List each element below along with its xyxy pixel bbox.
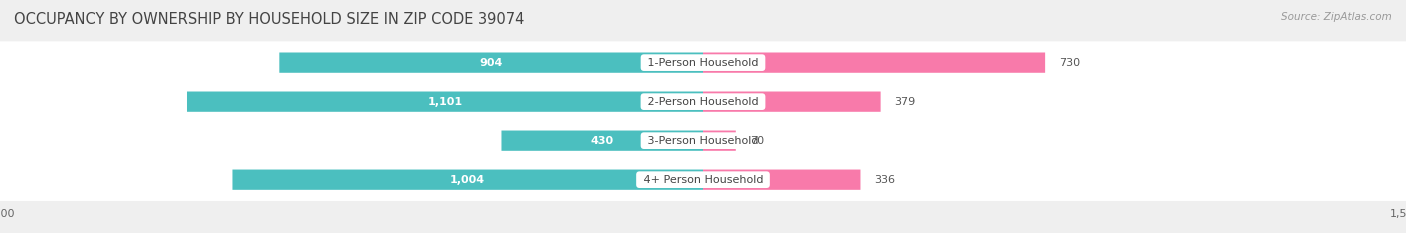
Text: 430: 430 — [591, 136, 614, 146]
FancyBboxPatch shape — [703, 92, 880, 112]
Text: 904: 904 — [479, 58, 503, 68]
Text: 1-Person Household: 1-Person Household — [644, 58, 762, 68]
FancyBboxPatch shape — [187, 92, 703, 112]
FancyBboxPatch shape — [0, 41, 1406, 84]
FancyBboxPatch shape — [0, 119, 1406, 162]
Text: 70: 70 — [749, 136, 763, 146]
FancyBboxPatch shape — [703, 52, 1045, 73]
Text: 379: 379 — [894, 97, 915, 107]
FancyBboxPatch shape — [703, 130, 735, 151]
FancyBboxPatch shape — [703, 170, 860, 190]
FancyBboxPatch shape — [0, 158, 1406, 201]
FancyBboxPatch shape — [0, 80, 1406, 123]
Text: 730: 730 — [1059, 58, 1080, 68]
FancyBboxPatch shape — [232, 170, 703, 190]
Text: OCCUPANCY BY OWNERSHIP BY HOUSEHOLD SIZE IN ZIP CODE 39074: OCCUPANCY BY OWNERSHIP BY HOUSEHOLD SIZE… — [14, 12, 524, 27]
Text: 2-Person Household: 2-Person Household — [644, 97, 762, 107]
Text: 336: 336 — [875, 175, 896, 185]
FancyBboxPatch shape — [280, 52, 703, 73]
Text: 3-Person Household: 3-Person Household — [644, 136, 762, 146]
FancyBboxPatch shape — [502, 130, 703, 151]
Text: Source: ZipAtlas.com: Source: ZipAtlas.com — [1281, 12, 1392, 22]
Text: 4+ Person Household: 4+ Person Household — [640, 175, 766, 185]
Text: 1,004: 1,004 — [450, 175, 485, 185]
Text: 1,101: 1,101 — [427, 97, 463, 107]
